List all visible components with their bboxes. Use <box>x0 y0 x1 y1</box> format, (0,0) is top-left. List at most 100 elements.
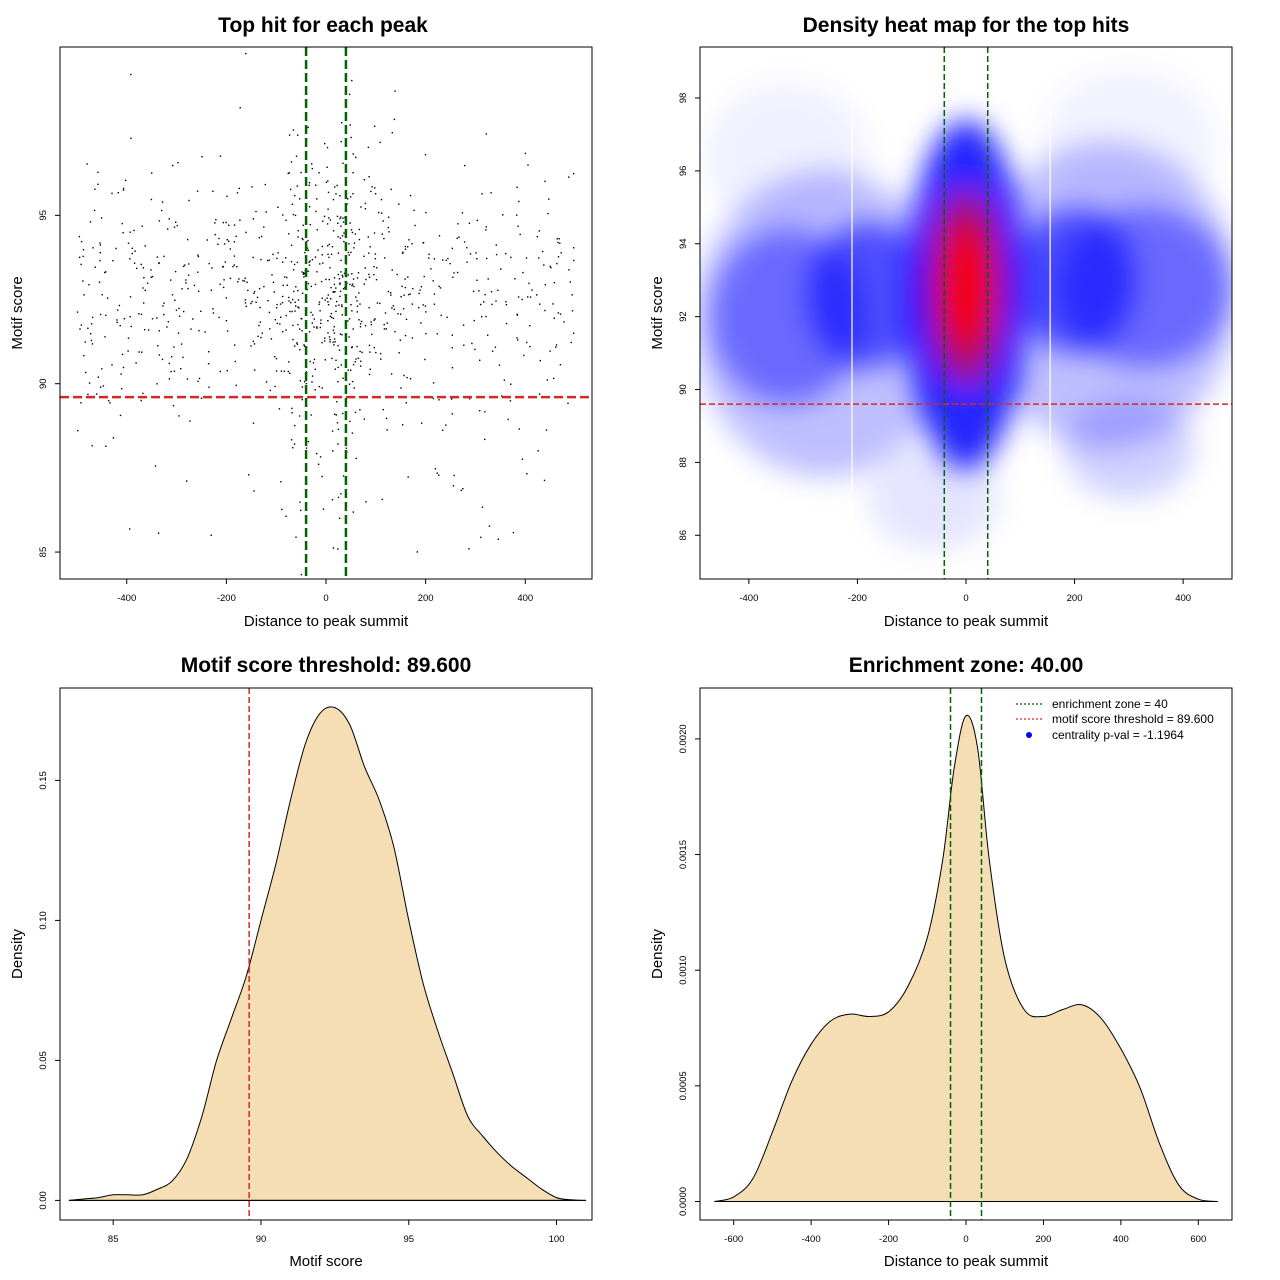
scatter-point <box>100 386 102 388</box>
scatter-point <box>162 305 164 307</box>
scatter-point <box>294 301 296 303</box>
scatter-point <box>183 310 185 313</box>
scatter-point <box>105 314 107 317</box>
scatter-point <box>321 245 324 248</box>
scatter-point <box>321 297 323 299</box>
scatter-point <box>356 300 358 302</box>
heatmap-title: Density heat map for the top hits <box>803 14 1130 37</box>
scatter-point <box>354 361 356 363</box>
scatter-point <box>453 272 455 274</box>
scatter-point <box>559 242 561 244</box>
scatter-point <box>315 184 317 186</box>
scatter-point <box>334 186 336 188</box>
scatter-point <box>332 547 335 549</box>
scatter-point <box>290 302 292 304</box>
scatter-point <box>433 293 436 295</box>
scatter-point <box>328 278 330 281</box>
scatter-point <box>451 334 453 336</box>
distance-density-axes: -600 -400 -200 0 200 400 600 0.0000 0.0005 0.0010… <box>678 724 1206 1245</box>
scatter-point <box>109 402 111 404</box>
scatter-point <box>244 302 247 304</box>
scatter-point <box>342 221 345 223</box>
scatter-point <box>296 261 299 264</box>
scatter-point <box>218 237 220 240</box>
scatter-point <box>273 291 275 293</box>
scatter-point <box>296 343 299 345</box>
score-density-curve <box>68 706 587 1201</box>
scatter-point <box>106 297 109 299</box>
scatter-point <box>368 252 370 254</box>
scatter-point <box>295 536 297 538</box>
scatter-point <box>571 310 574 312</box>
scatter-point <box>180 368 182 370</box>
scatter-point <box>424 154 427 156</box>
scatter-point <box>557 256 560 258</box>
scatter-point <box>516 313 518 316</box>
distance-density-enrichment-lines <box>949 688 983 1220</box>
scatter-point <box>570 341 572 344</box>
scatter-point <box>544 180 546 183</box>
scatter-point <box>363 179 366 181</box>
scatter-point <box>361 351 363 354</box>
scatter-point <box>424 305 427 307</box>
scatter-point <box>340 364 342 366</box>
scatter-point <box>151 318 154 320</box>
scatter-point <box>107 400 110 402</box>
scatter-point <box>312 362 315 364</box>
scatter-point <box>301 318 303 320</box>
scatter-point <box>320 322 322 324</box>
scatter-point <box>409 194 412 197</box>
scatter-point <box>336 184 338 187</box>
scatter-point <box>154 465 157 467</box>
scatter-point <box>293 263 296 266</box>
scatter-point <box>250 302 252 305</box>
scatter-point <box>127 242 130 244</box>
scatter-point <box>311 314 314 316</box>
scatter-point <box>255 210 257 213</box>
scatter-point <box>140 313 143 315</box>
scatter-point <box>543 264 545 266</box>
scatter-axes: -400 -200 0 200 400 85 90 95 <box>38 210 533 604</box>
scatter-point <box>224 261 226 263</box>
scatter-point <box>271 274 273 276</box>
scatter-point <box>197 380 199 382</box>
scatter-point <box>144 329 146 331</box>
scatter-point <box>83 354 85 357</box>
scatter-point <box>370 323 373 326</box>
scatter-point <box>339 295 341 298</box>
scatter-point <box>274 356 276 358</box>
scatter-point <box>116 319 118 321</box>
scatter-point <box>485 133 487 135</box>
heatmap-y-axis-label: Motif score <box>649 276 666 349</box>
scatter-point <box>157 345 159 347</box>
scatter-point <box>423 275 425 278</box>
scatter-point <box>449 262 451 265</box>
scatter-point <box>547 212 549 215</box>
scatter-point <box>133 262 136 264</box>
scatter-point <box>319 310 321 312</box>
scatter-point <box>219 155 222 157</box>
scatter-point <box>335 193 337 195</box>
scatter-point <box>394 90 396 92</box>
scatter-point <box>172 164 174 167</box>
scatter-point <box>529 325 531 327</box>
scatter-point <box>456 271 459 274</box>
scatter-point <box>226 330 229 332</box>
scatter-point <box>343 240 345 243</box>
scatter-point <box>274 385 276 388</box>
scatter-point <box>208 351 210 353</box>
scatter-point <box>359 409 361 411</box>
scatter-point <box>348 336 350 338</box>
scatter-point <box>321 387 323 389</box>
scatter-point <box>97 376 99 378</box>
scatter-point <box>510 256 512 259</box>
density-blob <box>1014 207 1135 354</box>
scatter-point <box>350 229 353 231</box>
scatter-point <box>265 211 267 213</box>
scatter-point <box>529 345 531 348</box>
scatter-point <box>484 411 486 413</box>
scatter-point <box>350 304 352 306</box>
scatter-point <box>219 283 221 285</box>
scatter-point <box>322 508 325 510</box>
scatter-point <box>328 217 330 219</box>
